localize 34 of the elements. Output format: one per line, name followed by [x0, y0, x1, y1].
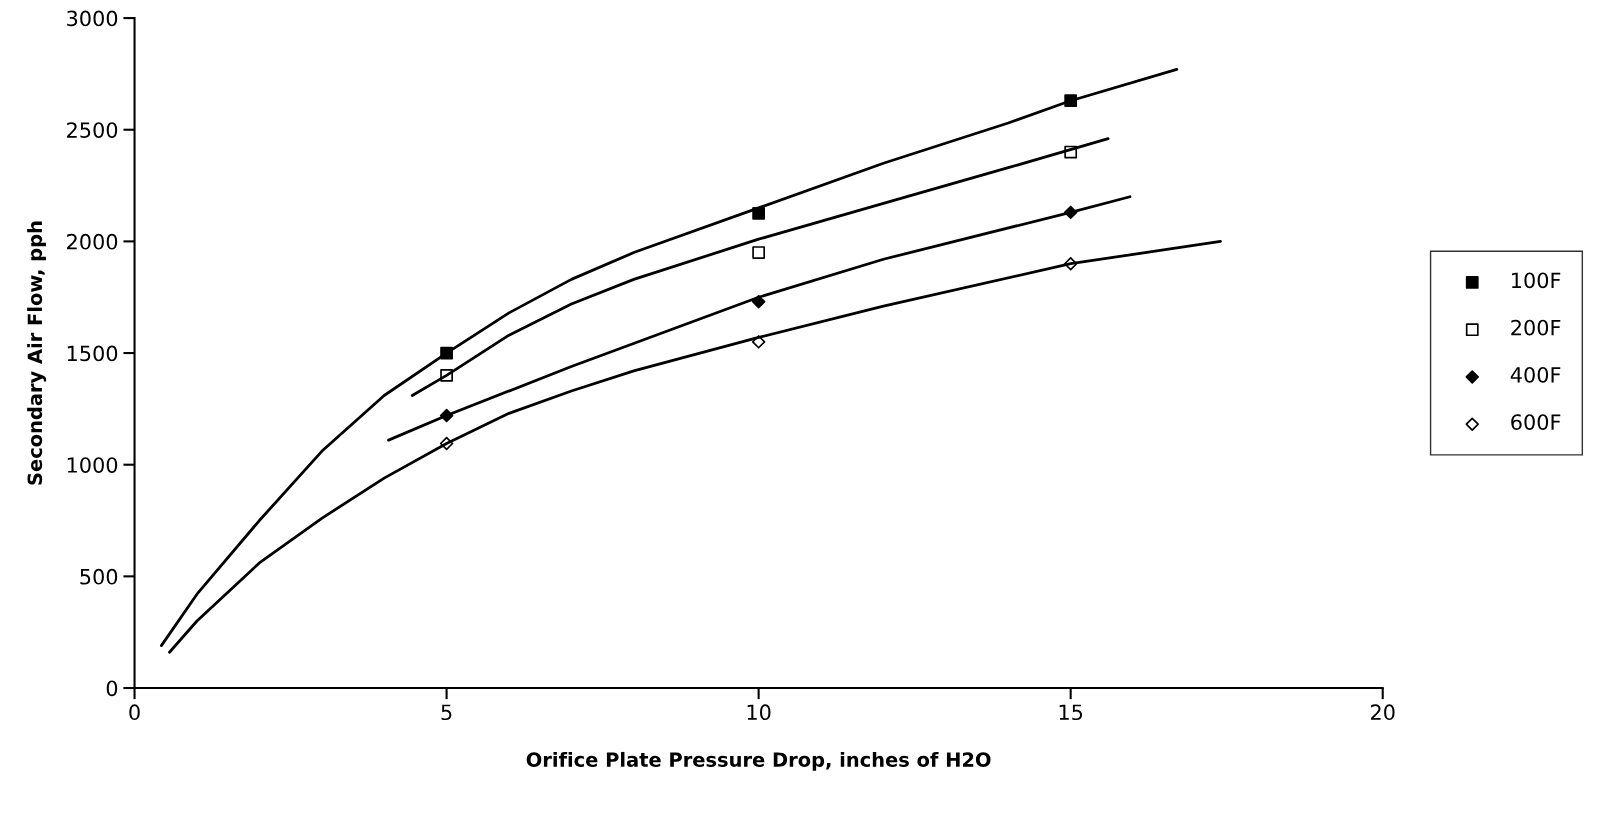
- x-tick-label: 10: [747, 704, 771, 721]
- point: [751, 335, 766, 349]
- line-series: [387, 195, 1132, 442]
- y-axis-title: Secondary Air Flow, pph: [27, 221, 47, 485]
- y-tick-label: 3000: [67, 10, 118, 27]
- point: [752, 207, 766, 220]
- y-tick-label: 1000: [67, 457, 118, 473]
- point: [751, 294, 766, 309]
- line-series: [159, 68, 1179, 647]
- y-tick-label: 0: [106, 680, 118, 697]
- point: [1063, 205, 1078, 220]
- point: [440, 346, 453, 360]
- line-series: [410, 137, 1110, 397]
- point: [1064, 94, 1078, 108]
- point: [1064, 145, 1078, 159]
- point: [440, 368, 453, 382]
- x-tick-label: 0: [129, 704, 140, 721]
- y-tick-label: 2500: [67, 122, 118, 138]
- x-axis-title: Orifice Plate Pressure Drop, inches of H2O: [526, 751, 991, 771]
- y-tick-label: 2000: [67, 233, 118, 250]
- legend-label: 600F: [1511, 414, 1561, 430]
- point: [439, 408, 454, 423]
- x-tick-label: 15: [1059, 704, 1083, 721]
- point: [1063, 256, 1078, 271]
- point: [752, 246, 766, 259]
- x-tick-label: 20: [1370, 704, 1395, 721]
- y-tick-label: 1500: [67, 345, 118, 362]
- y-tick-label: 500: [80, 568, 118, 585]
- legend-label: 400F: [1510, 366, 1561, 383]
- x-tick-label: 5: [441, 704, 452, 721]
- line-series: [168, 240, 1222, 654]
- point: [439, 436, 454, 451]
- legend-label: 100F: [1512, 272, 1561, 289]
- legend-label: 200F: [1511, 319, 1561, 336]
